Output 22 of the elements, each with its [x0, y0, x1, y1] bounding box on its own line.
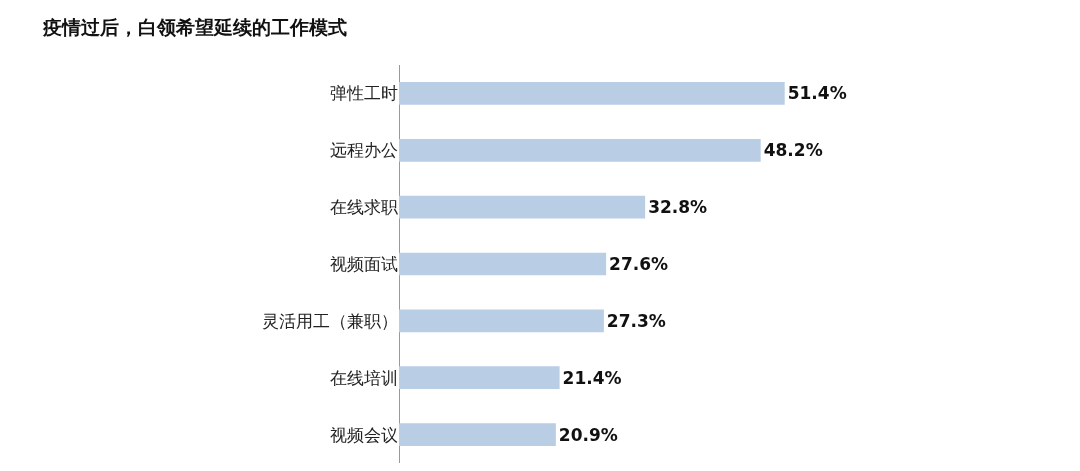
bar [399, 252, 607, 276]
data-label: 51.4% [787, 83, 847, 104]
y-tick-label: 视频会议 [330, 424, 398, 445]
bar [399, 82, 785, 105]
data-label: 32.8% [648, 197, 708, 218]
bar [399, 195, 646, 219]
data-label: 48.2% [763, 140, 823, 161]
bar [399, 366, 560, 390]
y-tick-label: 在线求职 [330, 197, 398, 218]
y-tick-label: 弹性工时 [330, 83, 398, 104]
y-tick-label: 远程办公 [330, 140, 398, 161]
data-label: 27.3% [606, 310, 666, 331]
data-label: 20.9% [558, 424, 618, 445]
y-tick-label: 灵活用工（兼职） [262, 310, 398, 331]
text: 疫情过后，白领希望延续的工作模式 [42, 16, 348, 39]
y-tick-label: 视频面试 [330, 253, 398, 274]
bar [399, 309, 604, 333]
data-label: 27.6% [609, 254, 669, 274]
bar [399, 138, 761, 162]
y-tick-label: 在线培训 [330, 367, 398, 388]
data-label: 21.4% [562, 367, 622, 388]
bar [399, 423, 556, 446]
